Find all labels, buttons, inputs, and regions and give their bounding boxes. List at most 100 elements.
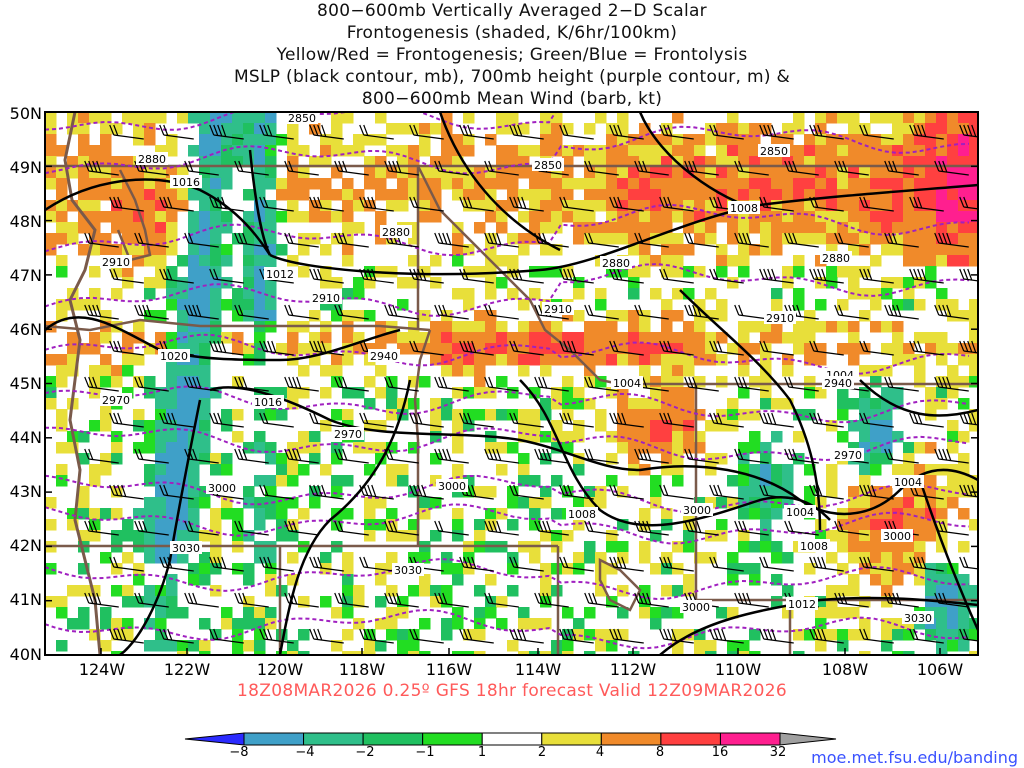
wind-barb — [259, 412, 294, 428]
mslp-contour — [45, 316, 401, 362]
svg-text:1008: 1008 — [568, 508, 596, 521]
wind-barb — [434, 520, 469, 536]
mslp-contours — [45, 112, 978, 655]
wind-barb — [159, 412, 194, 428]
svg-text:2970: 2970 — [102, 394, 130, 407]
wind-barb — [359, 556, 394, 572]
wind-barb — [309, 196, 344, 212]
wind-barb — [384, 592, 419, 608]
colorbar-tick: 32 — [769, 745, 787, 760]
wind-barb — [884, 232, 919, 248]
wind-barb — [84, 304, 119, 320]
wind-barb — [409, 628, 444, 644]
wind-barb — [884, 376, 919, 392]
wind-barb — [334, 520, 369, 536]
mslp-contour — [248, 149, 272, 256]
height-label: 3030 — [392, 563, 424, 577]
wind-barb — [459, 124, 494, 140]
wind-barb — [484, 592, 519, 608]
wind-barb — [434, 592, 469, 608]
wind-barb — [584, 520, 619, 536]
wind-barb — [684, 520, 719, 536]
wind-barb — [109, 628, 144, 644]
mslp-contour — [119, 399, 202, 655]
height-contour — [45, 503, 970, 545]
lat-label-50n: 50N — [9, 104, 42, 123]
height-label: 2880 — [136, 152, 168, 166]
mslp-contour — [859, 379, 978, 417]
wind-barb — [909, 196, 944, 212]
wind-barb — [184, 304, 219, 320]
height-label: 3000 — [680, 600, 712, 614]
wind-barb — [234, 232, 269, 248]
wind-barb — [659, 268, 694, 284]
wind-barb — [859, 484, 894, 500]
colorbar-bin — [243, 732, 305, 746]
wind-barb — [634, 232, 669, 248]
wind-barb — [659, 628, 694, 644]
wind-barb — [809, 484, 844, 500]
wind-barb — [309, 628, 344, 644]
wind-barb — [259, 484, 294, 500]
wind-barb — [859, 124, 894, 140]
mslp-contour — [269, 183, 978, 276]
wind-barb — [659, 124, 694, 140]
wind-barb — [634, 304, 669, 320]
colorbar-tick: 8 — [655, 745, 665, 760]
svg-text:2970: 2970 — [834, 449, 862, 462]
wind-barb — [759, 124, 794, 140]
wind-barb — [709, 124, 744, 140]
wind-barb — [609, 268, 644, 284]
wind-barb — [959, 124, 978, 138]
svg-text:2850: 2850 — [534, 159, 562, 172]
wind-barb — [909, 412, 944, 428]
svg-text:2910: 2910 — [544, 303, 572, 316]
700mb-height-contours — [45, 112, 970, 650]
wind-barb — [159, 484, 194, 500]
height-label: 2880 — [820, 251, 852, 265]
wind-barb — [809, 124, 844, 140]
wind-barb — [459, 340, 494, 356]
wind-barb — [309, 268, 344, 284]
wind-barb — [909, 268, 944, 284]
credit-link[interactable]: moe.met.fsu.edu/banding — [811, 748, 1018, 767]
svg-text:2880: 2880 — [138, 153, 166, 166]
wind-barb — [959, 556, 978, 570]
wind-barb — [609, 628, 644, 644]
wind-barb — [459, 412, 494, 428]
lat-label-48n: 48N — [9, 212, 42, 231]
wind-barb — [359, 628, 394, 644]
wind-barb — [734, 160, 769, 176]
wind-barb — [584, 376, 619, 392]
wind-barb — [334, 448, 369, 464]
wind-barb — [759, 628, 794, 644]
wind-barb — [209, 340, 244, 356]
title-line-1: 800−600mb Vertically Averaged 2−D Scalar — [317, 1, 707, 21]
wind-barb — [609, 412, 644, 428]
wind-barb — [934, 520, 969, 536]
mslp-label: 1004 — [892, 475, 924, 489]
wind-barb — [834, 592, 869, 608]
wind-barb — [884, 160, 919, 176]
wind-barb — [159, 628, 194, 644]
wind-barb — [534, 376, 569, 392]
wind-barb — [409, 124, 444, 140]
wind-barb — [109, 340, 144, 356]
wind-barb — [409, 268, 444, 284]
wind-barb — [809, 628, 844, 644]
wind-barb — [609, 196, 644, 212]
lon-label-110w: 110W — [714, 660, 762, 679]
wind-barb — [534, 232, 569, 248]
lat-label-46n: 46N — [9, 320, 42, 339]
mslp-label: 1008 — [566, 507, 598, 521]
wind-barb — [534, 592, 569, 608]
wind-barb — [934, 160, 969, 176]
wind-barb — [284, 376, 319, 392]
wind-barb — [134, 376, 169, 392]
wind-barb — [384, 520, 419, 536]
wind-barb — [84, 376, 119, 392]
wind-barb — [759, 196, 794, 212]
wind-barb — [634, 448, 669, 464]
wind-barb — [759, 484, 794, 500]
wind-barb — [584, 160, 619, 176]
